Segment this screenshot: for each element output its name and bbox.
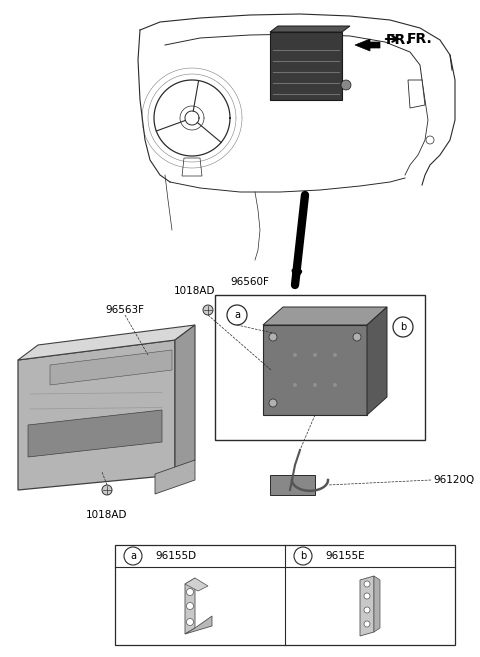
Polygon shape: [18, 325, 195, 360]
Circle shape: [187, 618, 193, 625]
Polygon shape: [355, 39, 380, 51]
Text: 96560F: 96560F: [230, 277, 269, 287]
Circle shape: [313, 353, 317, 357]
Polygon shape: [175, 325, 195, 475]
Text: 96155D: 96155D: [155, 551, 196, 561]
Circle shape: [364, 581, 370, 587]
Polygon shape: [263, 307, 387, 325]
Bar: [270, 475, 315, 495]
Text: 96120Q: 96120Q: [433, 475, 474, 485]
Polygon shape: [185, 616, 212, 634]
Circle shape: [353, 333, 361, 341]
Text: a: a: [130, 551, 136, 561]
Circle shape: [203, 305, 213, 315]
Text: 1018AD: 1018AD: [86, 510, 128, 520]
Circle shape: [269, 399, 277, 407]
Polygon shape: [367, 307, 387, 415]
Circle shape: [333, 353, 337, 357]
Text: a: a: [234, 310, 240, 320]
Polygon shape: [408, 80, 425, 108]
Circle shape: [364, 621, 370, 627]
Circle shape: [333, 383, 337, 387]
Circle shape: [364, 593, 370, 599]
Circle shape: [341, 80, 351, 90]
Circle shape: [269, 333, 277, 341]
Circle shape: [293, 353, 297, 357]
Text: 96563F: 96563F: [106, 305, 144, 315]
Polygon shape: [155, 460, 195, 494]
Polygon shape: [185, 578, 208, 591]
Polygon shape: [263, 325, 367, 415]
Polygon shape: [374, 576, 380, 632]
Text: FR.: FR.: [386, 33, 412, 47]
Polygon shape: [182, 158, 202, 176]
Bar: [115, 545, 455, 645]
Polygon shape: [185, 578, 195, 634]
Circle shape: [187, 589, 193, 595]
Circle shape: [293, 383, 297, 387]
Polygon shape: [270, 26, 350, 32]
Text: b: b: [400, 322, 406, 332]
Polygon shape: [18, 340, 175, 490]
Polygon shape: [50, 350, 172, 385]
Circle shape: [313, 383, 317, 387]
Text: b: b: [300, 551, 306, 561]
Circle shape: [187, 602, 193, 610]
Polygon shape: [28, 410, 162, 457]
Circle shape: [364, 607, 370, 613]
Bar: [215, 295, 425, 440]
Polygon shape: [360, 576, 374, 636]
Text: FR.: FR.: [407, 32, 433, 46]
Text: 1018AD: 1018AD: [174, 286, 216, 296]
Circle shape: [102, 485, 112, 495]
Text: 96155E: 96155E: [325, 551, 365, 561]
Polygon shape: [270, 32, 342, 100]
